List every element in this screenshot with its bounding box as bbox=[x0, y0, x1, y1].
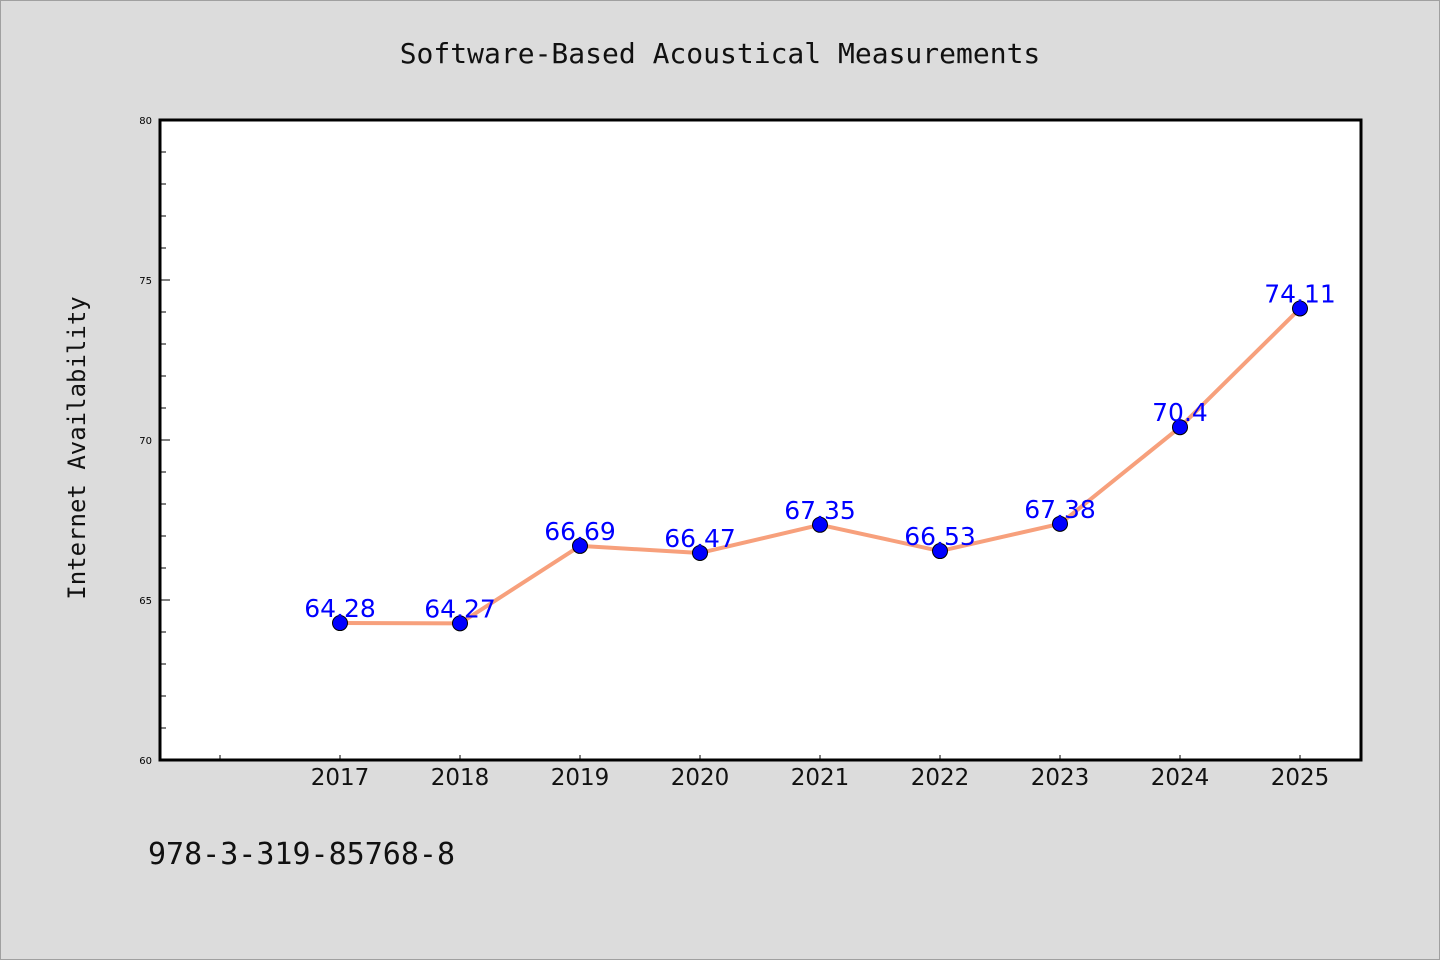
x-tick-label: 2025 bbox=[1271, 765, 1330, 791]
data-point bbox=[1292, 300, 1308, 317]
data-point bbox=[332, 615, 348, 632]
x-tick-label: 2022 bbox=[911, 765, 970, 791]
y-tick-label: 75 bbox=[139, 276, 152, 287]
data-label: 66.53 bbox=[904, 522, 976, 551]
data-point bbox=[572, 537, 588, 554]
y-axis-label: Internet Availability bbox=[63, 296, 91, 599]
data-label: 66.47 bbox=[664, 524, 736, 553]
y-axis: 60 65 70 75 80 bbox=[139, 116, 170, 767]
y-tick-label: 65 bbox=[139, 596, 152, 607]
data-label: 66.69 bbox=[544, 517, 616, 546]
chart-title: Software-Based Acoustical Measurements bbox=[400, 37, 1041, 70]
data-point bbox=[932, 543, 948, 560]
data-label: 70.4 bbox=[1152, 398, 1208, 427]
y-tick-label: 60 bbox=[139, 756, 152, 767]
x-tick-label: 2021 bbox=[791, 765, 850, 791]
data-label: 74.11 bbox=[1264, 279, 1336, 308]
x-tick-label: 2018 bbox=[431, 765, 490, 791]
x-tick-label: 2024 bbox=[1151, 765, 1210, 791]
data-point bbox=[692, 544, 708, 561]
series-layer: 64.28 64.27 66.69 66.47 67.35 66.53 67.38 70.4 7… bbox=[304, 279, 1336, 632]
x-axis: 2017 2018 2019 2020 2021 2022 2023 2024 2025 bbox=[219, 755, 1330, 791]
data-label: 64.28 bbox=[304, 594, 376, 623]
data-point bbox=[1052, 515, 1068, 532]
y-tick-label: 70 bbox=[139, 436, 152, 447]
data-label: 64.27 bbox=[424, 594, 496, 623]
x-tick-label: 2017 bbox=[311, 765, 370, 791]
data-label: 67.35 bbox=[784, 496, 856, 525]
data-label: 67.38 bbox=[1024, 495, 1096, 524]
plot-area bbox=[158, 118, 1363, 762]
x-tick-label: 2023 bbox=[1031, 765, 1090, 791]
x-tick-label: 2019 bbox=[551, 765, 610, 791]
data-point bbox=[1172, 419, 1188, 436]
x-tick-label: 2020 bbox=[671, 765, 730, 791]
y-tick-label: 80 bbox=[139, 116, 152, 127]
isbn-text: 978-3-319-85768-8 bbox=[148, 837, 455, 872]
data-point bbox=[812, 516, 828, 533]
data-point bbox=[452, 615, 468, 632]
